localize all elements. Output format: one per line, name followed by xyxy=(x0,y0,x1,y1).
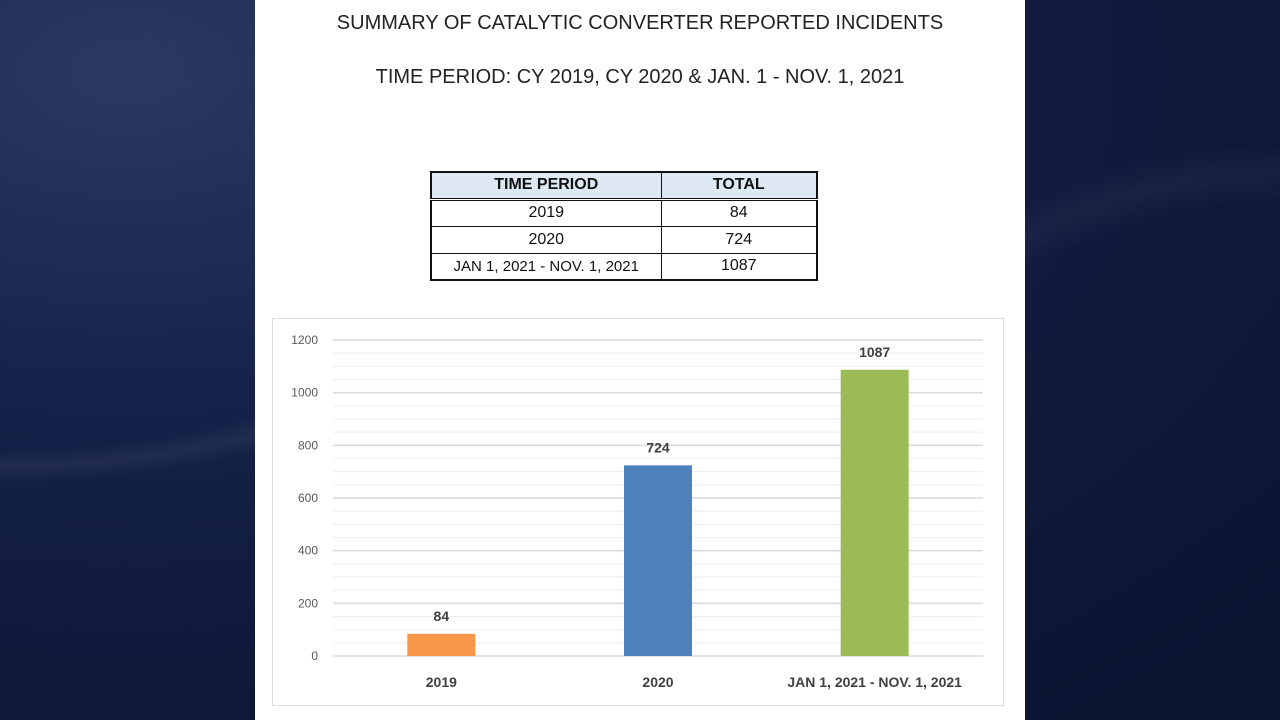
data-label: 1087 xyxy=(859,344,890,360)
header-total: TOTAL xyxy=(660,171,818,201)
summary-table: TIME PERIOD TOTAL 2019 84 2020 724 JAN 1, … xyxy=(430,171,818,281)
data-label: 84 xyxy=(434,608,450,624)
table-row: 2020 724 xyxy=(430,225,818,254)
x-tick-label: 2020 xyxy=(642,674,673,690)
bar xyxy=(624,465,692,656)
x-tick-label: 2019 xyxy=(426,674,457,690)
cell-period: 2020 xyxy=(430,225,662,254)
cell-total: 1087 xyxy=(660,252,818,281)
cell-period: JAN 1, 2021 - NOV. 1, 2021 xyxy=(430,252,662,281)
y-tick-label: 1200 xyxy=(291,333,318,347)
y-tick-label: 0 xyxy=(311,649,318,663)
y-tick-label: 600 xyxy=(298,491,318,505)
document-page: SUMMARY OF CATALYTIC CONVERTER REPORTED … xyxy=(255,0,1025,720)
cell-total: 724 xyxy=(660,225,818,254)
y-tick-label: 400 xyxy=(298,544,318,558)
cell-total: 84 xyxy=(660,198,818,227)
table-header-row: TIME PERIOD TOTAL xyxy=(430,171,818,201)
y-tick-label: 1000 xyxy=(291,386,318,400)
bar-chart: 0 200 400 600 800 1000 1200 84 2019 724 2020 1087 JA… xyxy=(272,318,1004,706)
header-time-period: TIME PERIOD xyxy=(430,171,662,201)
document-title: SUMMARY OF CATALYTIC CONVERTER REPORTED … xyxy=(336,12,944,34)
chart-svg: 0 200 400 600 800 1000 1200 84 2019 724 2020 1087 JA… xyxy=(291,333,983,690)
data-label: 724 xyxy=(646,439,670,455)
y-tick-label: 800 xyxy=(298,438,318,452)
document-subtitle: TIME PERIOD: CY 2019, CY 2020 & JAN. 1 -… xyxy=(375,66,905,88)
table-row: JAN 1, 2021 - NOV. 1, 2021 1087 xyxy=(430,252,818,281)
y-tick-label: 200 xyxy=(298,596,318,610)
bar xyxy=(840,369,909,656)
cell-period: 2019 xyxy=(430,198,662,227)
x-tick-label: JAN 1, 2021 - NOV. 1, 2021 xyxy=(787,674,962,690)
table-row: 2019 84 xyxy=(430,198,818,227)
bar xyxy=(407,633,476,656)
